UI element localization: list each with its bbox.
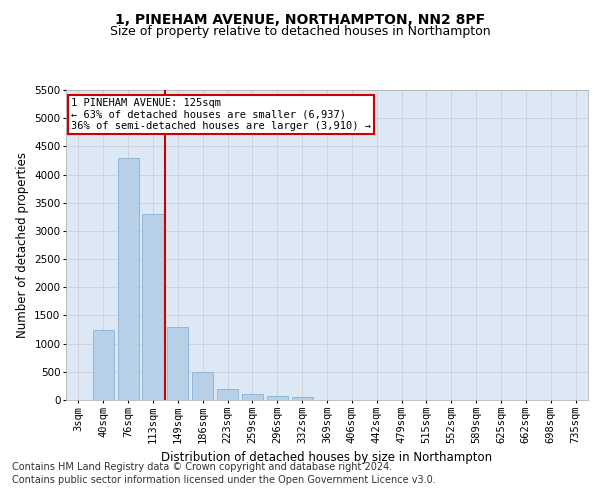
Bar [267, 396, 288, 400]
Bar [292, 397, 313, 400]
Text: Size of property relative to detached houses in Northampton: Size of property relative to detached ho… [110, 25, 490, 38]
Text: Contains public sector information licensed under the Open Government Licence v3: Contains public sector information licen… [12, 475, 436, 485]
Bar [242, 394, 263, 400]
Text: 1 PINEHAM AVENUE: 125sqm
← 63% of detached houses are smaller (6,937)
36% of sem: 1 PINEHAM AVENUE: 125sqm ← 63% of detach… [71, 98, 371, 131]
Bar [167, 326, 188, 400]
Y-axis label: Number of detached properties: Number of detached properties [16, 152, 29, 338]
X-axis label: Distribution of detached houses by size in Northampton: Distribution of detached houses by size … [161, 452, 493, 464]
Bar [118, 158, 139, 400]
Bar [217, 388, 238, 400]
Bar [93, 330, 114, 400]
Bar [142, 214, 164, 400]
Bar [192, 372, 213, 400]
Text: Contains HM Land Registry data © Crown copyright and database right 2024.: Contains HM Land Registry data © Crown c… [12, 462, 392, 472]
Text: 1, PINEHAM AVENUE, NORTHAMPTON, NN2 8PF: 1, PINEHAM AVENUE, NORTHAMPTON, NN2 8PF [115, 12, 485, 26]
